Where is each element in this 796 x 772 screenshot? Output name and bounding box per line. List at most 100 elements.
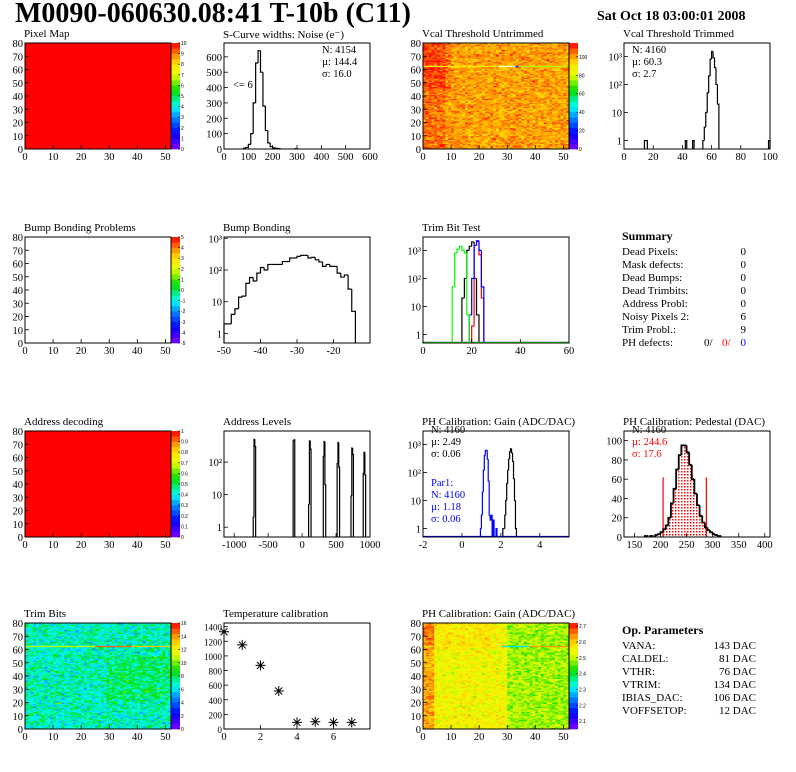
heatmap-cell (462, 129, 466, 131)
heatmap-cell (507, 46, 511, 49)
heatmap-cell (529, 52, 533, 54)
heatmap-cell (476, 92, 480, 94)
heatmap-cell (442, 127, 446, 130)
heatmap-cell (526, 64, 530, 66)
heatmap-cell (476, 78, 480, 81)
heatmap-cell (470, 82, 474, 85)
heatmap-cell (493, 80, 497, 82)
heatmap-cell (496, 65, 500, 68)
heatmap-cell (473, 93, 477, 95)
heatmap-cell (532, 99, 536, 102)
heatmap-cell (504, 82, 508, 85)
heatmap-cell (515, 114, 519, 117)
heatmap-cell (490, 58, 494, 61)
heatmap-cell (451, 143, 455, 146)
colorbar-segment (171, 441, 180, 448)
heatmap-cell (512, 106, 516, 109)
heatmap-cell (439, 145, 443, 147)
heatmap-cell (465, 145, 469, 147)
heatmap-cell (434, 141, 438, 143)
heatmap-cell (459, 113, 463, 115)
histogram-bin (347, 274, 352, 290)
heatmap-cell (470, 66, 474, 69)
x-tick-label: 0 (420, 152, 425, 163)
heatmap-cell (526, 78, 530, 81)
heatmap-cell (515, 72, 519, 74)
y-tick-label: 80 (411, 39, 422, 50)
heatmap-cell (524, 62, 528, 65)
heatmap-cell (448, 82, 452, 85)
heatmap-cell (442, 89, 446, 92)
heatmap-cell (459, 77, 463, 80)
heatmap-cell (423, 127, 427, 130)
heatmap-cell (456, 130, 460, 133)
heatmap-cell (465, 69, 469, 72)
heatmap-cell (451, 119, 455, 122)
heatmap-cell (434, 113, 438, 115)
heatmap-cell (442, 137, 446, 139)
heatmap-cell (532, 111, 536, 114)
heatmap-cell (496, 105, 500, 107)
heatmap-cell (445, 139, 449, 142)
heatmap-cell (448, 49, 452, 52)
colorbar-segment (171, 327, 180, 333)
heatmap-cell (484, 96, 488, 98)
heatmap-cell (504, 76, 508, 78)
heatmap-cell (476, 106, 480, 109)
heatmap-cell (524, 134, 528, 137)
heatmap-cell (498, 127, 502, 130)
heatmap-cell (493, 52, 497, 54)
heatmap-cell (428, 129, 432, 131)
heatmap-cell (445, 115, 449, 118)
heatmap-cell (423, 73, 427, 76)
heatmap-cell (431, 76, 435, 78)
heatmap-cell (473, 145, 477, 147)
heatmap-cell (465, 130, 469, 133)
heatmap-cell (512, 138, 516, 141)
heatmap-cell (518, 61, 522, 64)
heatmap-cell (425, 146, 429, 148)
x-tick-label: 500 (338, 152, 354, 163)
heatmap-cell (442, 45, 446, 48)
heatmap-cell (512, 141, 516, 143)
heatmap-cell (431, 70, 435, 73)
heatmap-cell (524, 61, 528, 64)
heatmap-cell (459, 54, 463, 57)
heatmap-cell (479, 102, 483, 105)
heatmap-cell (445, 74, 449, 77)
heatmap-cell (465, 141, 469, 143)
heatmap-cell (476, 133, 480, 135)
heatmap-cell (529, 50, 533, 53)
histogram-bin (508, 458, 510, 471)
heatmap-cell (507, 115, 511, 118)
heatmap-cell (439, 56, 443, 58)
heatmap-cell (532, 141, 536, 143)
heatmap-cell (532, 137, 536, 139)
heatmap-cell (428, 70, 432, 73)
heatmap-cell (462, 115, 466, 118)
heatmap-cell (448, 133, 452, 135)
heatmap-cell (473, 64, 477, 66)
heatmap-cell (481, 115, 486, 118)
heatmap-cell (470, 56, 474, 58)
colorbar-segment (171, 127, 180, 134)
heatmap-cell (484, 139, 488, 142)
heatmap-cell (428, 81, 432, 84)
heatmap-cell (434, 103, 438, 106)
heatmap-cell (465, 146, 469, 148)
heatmap-cell (484, 107, 488, 110)
heatmap-cell (451, 58, 455, 61)
heatmap-cell (529, 53, 533, 56)
heatmap-cell (462, 86, 466, 89)
heatmap-cell (481, 97, 486, 99)
heatmap-cell (437, 115, 441, 118)
heatmap-cell (512, 77, 516, 80)
heatmap-cell (518, 129, 522, 131)
heatmap-cell (507, 68, 511, 70)
heatmap-cell (515, 65, 519, 68)
heatmap-cell (496, 106, 500, 109)
heatmap-cell (526, 61, 530, 64)
heatmap-cell (476, 46, 480, 49)
heatmap-cell (462, 93, 466, 95)
heatmap-cell (510, 89, 514, 92)
